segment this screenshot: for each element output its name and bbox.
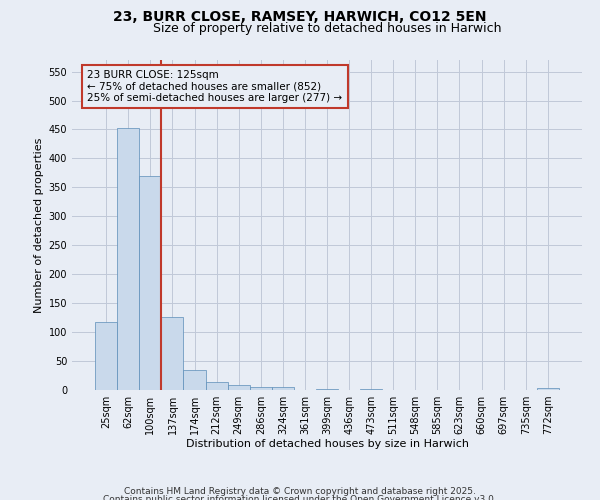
Bar: [139, 176, 161, 390]
Text: 23, BURR CLOSE, RAMSEY, HARWICH, CO12 5EN: 23, BURR CLOSE, RAMSEY, HARWICH, CO12 5E…: [113, 10, 487, 24]
X-axis label: Distribution of detached houses by size in Harwich: Distribution of detached houses by size …: [185, 438, 469, 448]
Bar: [117, 128, 139, 390]
Bar: [95, 322, 117, 390]
Bar: [161, 317, 184, 390]
Bar: [184, 370, 206, 390]
Text: 23 BURR CLOSE: 125sqm
← 75% of detached houses are smaller (852)
25% of semi-det: 23 BURR CLOSE: 125sqm ← 75% of detached …: [88, 70, 343, 103]
Text: Contains public sector information licensed under the Open Government Licence v3: Contains public sector information licen…: [103, 495, 497, 500]
Bar: [206, 382, 227, 390]
Title: Size of property relative to detached houses in Harwich: Size of property relative to detached ho…: [153, 22, 501, 35]
Y-axis label: Number of detached properties: Number of detached properties: [34, 138, 44, 312]
Bar: [272, 387, 294, 390]
Bar: [537, 388, 559, 390]
Bar: [227, 386, 250, 390]
Text: Contains HM Land Registry data © Crown copyright and database right 2025.: Contains HM Land Registry data © Crown c…: [124, 488, 476, 496]
Bar: [250, 387, 272, 390]
